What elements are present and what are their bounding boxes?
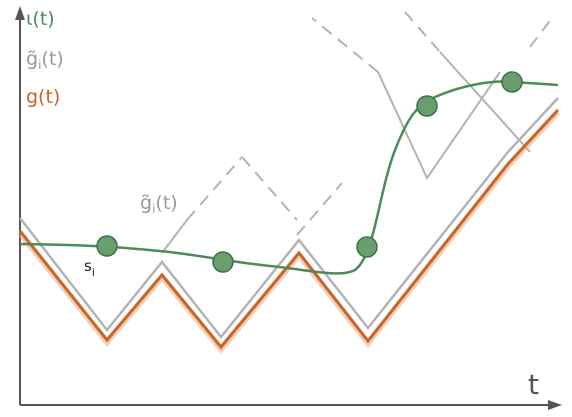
g-tilde-upper-pieces — [161, 51, 531, 254]
sample-point — [356, 236, 378, 258]
g-tilde-piece — [161, 219, 188, 254]
g-tilde-piece — [377, 71, 501, 181]
dashed-segment — [311, 17, 379, 73]
legend-g-tilde-label: g̃i(t) — [26, 48, 64, 72]
legend: ι(t) g̃i(t) g(t) — [26, 8, 64, 108]
sample-point — [96, 235, 118, 257]
sample-points — [96, 71, 523, 273]
y-axis-arrowhead — [15, 6, 25, 20]
g-tilde-dashed-extensions — [186, 11, 553, 236]
g-tilde-piece — [439, 51, 531, 153]
g-curve — [18, 108, 560, 350]
dashed-segment — [404, 11, 441, 53]
sample-label: si — [84, 257, 95, 279]
x-axis-label: t — [528, 368, 539, 401]
sample-point — [501, 71, 523, 93]
sample-point — [416, 95, 438, 117]
dashed-segment — [186, 156, 243, 221]
legend-iota-label: ι(t) — [26, 8, 55, 30]
x-axis-arrowhead — [548, 400, 562, 410]
dashed-segment — [529, 17, 553, 48]
dashed-segment — [241, 156, 298, 221]
dashed-segment — [296, 182, 343, 236]
sample-point — [212, 251, 234, 273]
g-tilde-curve-label: g̃i(t) — [140, 192, 178, 216]
g-tilde-lower-curve — [19, 97, 559, 340]
axes — [15, 6, 562, 410]
g-curve-shadow — [17, 109, 561, 354]
legend-g-label: g(t) — [26, 86, 60, 108]
